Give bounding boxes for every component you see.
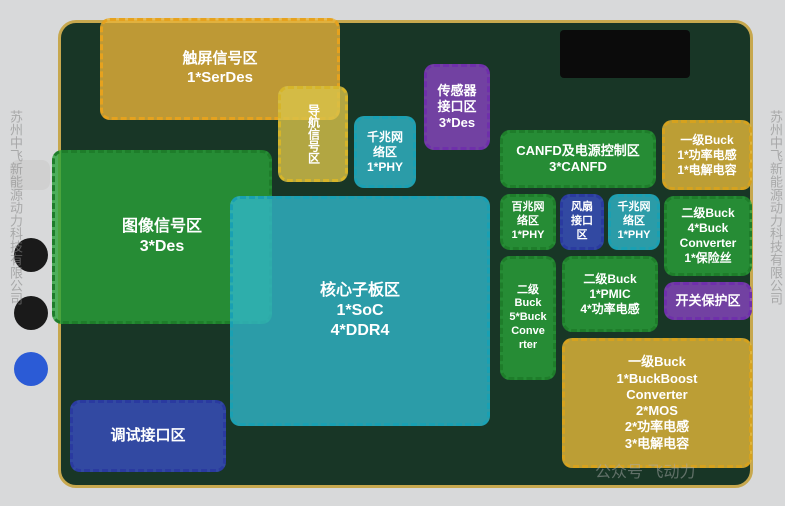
region-touch-signal-line-1: 1*SerDes bbox=[187, 69, 253, 88]
region-fan-if: 风扇接口区 bbox=[560, 194, 604, 250]
region-core-board-line-2: 4*DDR4 bbox=[331, 321, 390, 341]
side-port-0 bbox=[10, 160, 50, 190]
region-buck-l1-b: 一级Buck1*BuckBoostConverter2*MOS2*功率电感3*电… bbox=[562, 338, 752, 468]
region-gigabit-1: 千兆网络区1*PHY bbox=[354, 116, 416, 188]
region-fast-eth-line-2: 1*PHY bbox=[511, 229, 544, 243]
side-port-2 bbox=[14, 296, 48, 330]
region-core-board: 核心子板区1*SoC4*DDR4 bbox=[230, 196, 490, 426]
region-buck-l2-a-line-3: 1*保险丝 bbox=[684, 251, 731, 266]
region-fast-eth-line-1: 络区 bbox=[517, 215, 539, 229]
region-nav-signal: 导航信号区 bbox=[278, 86, 348, 182]
side-port-3 bbox=[14, 352, 48, 386]
region-sensor-if: 传感器接口区3*Des bbox=[424, 64, 490, 150]
region-buck-l2-b-line-3: Conve bbox=[511, 325, 545, 339]
region-buck-l2-b-line-0: 二级 bbox=[517, 284, 539, 298]
region-fan-if-line-2: 区 bbox=[577, 229, 588, 243]
region-gigabit-2-line-1: 络区 bbox=[623, 215, 645, 229]
region-buck-l2-c-line-0: 二级Buck bbox=[583, 272, 636, 287]
region-image-signal-line-0: 图像信号区 bbox=[122, 217, 202, 237]
top-connector bbox=[560, 30, 690, 78]
region-buck-l1-a-line-0: 一级Buck bbox=[680, 133, 733, 148]
region-buck-l2-b: 二级Buck5*BuckConverter bbox=[500, 256, 556, 380]
region-buck-l2-b-line-2: 5*Buck bbox=[509, 311, 546, 325]
region-buck-l2-a-line-2: Converter bbox=[680, 236, 737, 251]
region-gigabit-1-line-2: 1*PHY bbox=[367, 160, 403, 175]
region-gigabit-1-line-0: 千兆网 bbox=[367, 130, 403, 145]
region-gigabit-1-line-1: 络区 bbox=[373, 145, 397, 160]
region-buck-l2-c-line-2: 4*功率电感 bbox=[580, 302, 639, 317]
region-buck-l1-b-line-5: 3*电解电容 bbox=[625, 436, 689, 452]
region-fan-if-line-0: 风扇 bbox=[571, 201, 593, 215]
region-buck-l2-b-line-1: Buck bbox=[515, 297, 542, 311]
region-canfd: CANFD及电源控制区3*CANFD bbox=[500, 130, 656, 188]
watermark-right: 苏州中飞新能源动力科技有限公司 bbox=[766, 110, 785, 305]
region-debug-if-line-0: 调试接口区 bbox=[110, 427, 185, 446]
region-buck-l2-b-line-4: rter bbox=[519, 339, 537, 353]
region-buck-l2-a-line-1: 4*Buck bbox=[688, 221, 729, 236]
region-buck-l2-c: 二级Buck1*PMIC4*功率电感 bbox=[562, 256, 658, 332]
region-canfd-line-0: CANFD及电源控制区 bbox=[516, 143, 640, 159]
region-canfd-line-1: 3*CANFD bbox=[549, 159, 607, 175]
region-sensor-if-line-1: 接口区 bbox=[437, 99, 476, 115]
region-switch-protect: 开关保护区 bbox=[664, 282, 752, 320]
region-buck-l2-a: 二级Buck4*BuckConverter1*保险丝 bbox=[664, 196, 752, 276]
region-fan-if-line-1: 接口 bbox=[571, 215, 593, 229]
region-buck-l2-a-line-0: 二级Buck bbox=[681, 206, 734, 221]
region-buck-l1-a-line-1: 1*功率电感 bbox=[677, 148, 736, 163]
region-debug-if: 调试接口区 bbox=[70, 400, 226, 472]
region-fast-eth-line-0: 百兆网 bbox=[512, 201, 545, 215]
region-buck-l1-a: 一级Buck1*功率电感1*电解电容 bbox=[662, 120, 752, 190]
region-buck-l1-a-line-2: 1*电解电容 bbox=[677, 163, 736, 178]
region-buck-l1-b-line-3: 2*MOS bbox=[636, 403, 678, 419]
region-image-signal-line-1: 3*Des bbox=[140, 237, 184, 257]
region-gigabit-2-line-2: 1*PHY bbox=[617, 229, 650, 243]
region-buck-l1-b-line-0: 一级Buck bbox=[628, 354, 686, 370]
side-port-1 bbox=[14, 238, 48, 272]
region-gigabit-2-line-0: 千兆网 bbox=[618, 201, 651, 215]
region-switch-protect-line-0: 开关保护区 bbox=[675, 293, 740, 309]
region-fast-eth: 百兆网络区1*PHY bbox=[500, 194, 556, 250]
region-core-board-line-0: 核心子板区 bbox=[320, 281, 400, 301]
region-core-board-line-1: 1*SoC bbox=[336, 301, 383, 321]
region-nav-signal-line-0: 导航信号区 bbox=[306, 104, 321, 164]
region-buck-l1-b-line-1: 1*BuckBoost bbox=[617, 371, 698, 387]
region-buck-l2-c-line-1: 1*PMIC bbox=[589, 287, 630, 302]
region-buck-l1-b-line-2: Converter bbox=[626, 387, 687, 403]
region-buck-l1-b-line-4: 2*功率电感 bbox=[625, 419, 689, 435]
region-sensor-if-line-0: 传感器 bbox=[437, 83, 476, 99]
region-sensor-if-line-2: 3*Des bbox=[439, 115, 475, 131]
watermark-left: 苏州中飞新能源动力科技有限公司 bbox=[6, 110, 25, 305]
region-touch-signal-line-0: 触屏信号区 bbox=[182, 50, 257, 69]
region-gigabit-2: 千兆网络区1*PHY bbox=[608, 194, 660, 250]
